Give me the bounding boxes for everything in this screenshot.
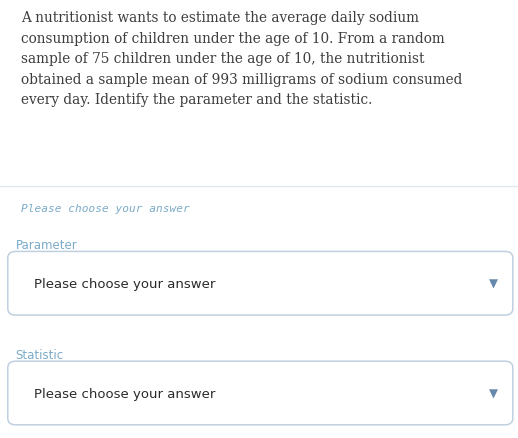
Text: Parameter: Parameter bbox=[16, 239, 77, 252]
Text: A nutritionist wants to estimate the average daily sodium
consumption of childre: A nutritionist wants to estimate the ave… bbox=[21, 11, 462, 107]
FancyBboxPatch shape bbox=[8, 361, 513, 425]
FancyBboxPatch shape bbox=[8, 252, 513, 315]
Text: Statistic: Statistic bbox=[16, 348, 64, 361]
Text: Please choose your answer: Please choose your answer bbox=[21, 204, 190, 214]
Text: ▼: ▼ bbox=[489, 277, 498, 290]
Text: Please choose your answer: Please choose your answer bbox=[34, 387, 215, 399]
Text: Please choose your answer: Please choose your answer bbox=[34, 277, 215, 290]
Text: ▼: ▼ bbox=[489, 387, 498, 399]
